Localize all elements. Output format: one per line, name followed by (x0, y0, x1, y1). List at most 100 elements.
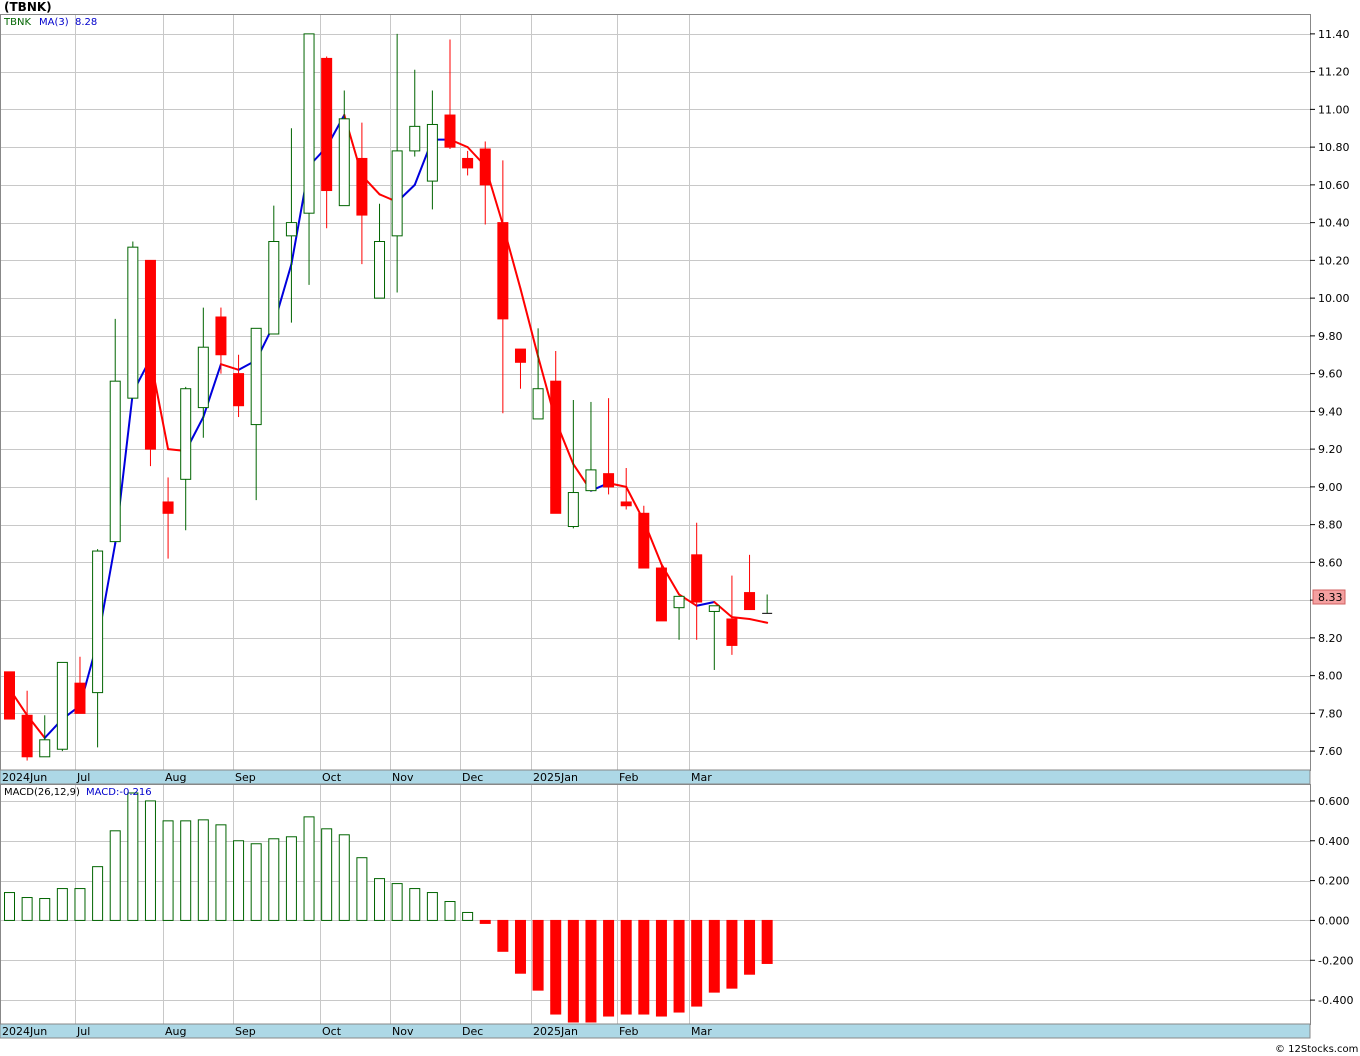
y-tick-label: 7.60 (1318, 745, 1343, 758)
macd-month-axis (0, 1023, 1311, 1039)
macd-bar (92, 866, 104, 921)
month-label: Jul (76, 1025, 90, 1038)
candle-body (426, 123, 438, 182)
candle (462, 150, 474, 176)
candle (144, 259, 156, 467)
candle-body (215, 316, 227, 356)
legend-ticker: TBNK (3, 17, 31, 28)
candle-body (56, 661, 68, 750)
candle (603, 398, 615, 495)
month-label: 2024Jun (2, 771, 47, 784)
candle (726, 575, 738, 655)
y-tick-label: 11.40 (1318, 28, 1350, 41)
macd-bar (761, 919, 773, 964)
macd-bar (550, 919, 562, 1015)
macd-bar (56, 888, 68, 921)
macd-tick-label: 0.400 (1318, 835, 1350, 848)
ma-segment (748, 618, 769, 624)
macd-bar (462, 911, 474, 921)
candle-body (39, 739, 51, 758)
y-tick-label: 10.00 (1318, 292, 1350, 305)
month-label: Dec (462, 771, 483, 784)
candle-body (127, 246, 139, 399)
macd-bar (39, 898, 51, 921)
y-tick-label: 8.60 (1318, 556, 1343, 569)
macd-bar (585, 919, 597, 1023)
candle (426, 90, 438, 210)
macd-bar (514, 919, 526, 974)
candle-body (673, 595, 685, 609)
macd-bar (356, 857, 368, 921)
candle (479, 141, 491, 225)
macd-bar (127, 792, 139, 921)
y-tick-label: 8.00 (1318, 670, 1343, 683)
candle-body (285, 222, 297, 237)
macd-tick-label: 0.200 (1318, 875, 1350, 888)
candle-body (303, 33, 315, 214)
candle (39, 715, 51, 758)
month-label: Mar (691, 1025, 712, 1038)
candle (92, 549, 104, 748)
candle-body (479, 148, 491, 186)
macd-bar (744, 919, 756, 975)
candle-body (321, 57, 333, 192)
candle-body (444, 114, 456, 148)
candle-body (532, 388, 544, 420)
candle (338, 90, 350, 207)
candle (180, 386, 192, 531)
macd-bar (74, 888, 86, 921)
ma-segment (219, 363, 240, 371)
price-month-axis (0, 769, 1311, 785)
macd-bar (338, 834, 350, 921)
month-label: Jul (76, 771, 90, 784)
footer-credit: © 12Stocks.com (1275, 1044, 1358, 1055)
candle (744, 554, 756, 611)
y-tick-label: 11.00 (1318, 103, 1350, 116)
macd-bar (603, 919, 615, 1017)
y-tick-label: 10.60 (1318, 179, 1350, 192)
candle-body (268, 241, 280, 335)
macd-bar (233, 840, 245, 921)
ma-segment (695, 601, 716, 607)
candle (567, 400, 579, 529)
macd-tick-label: 0.000 (1318, 914, 1350, 927)
y-tick-label: 11.20 (1318, 66, 1350, 79)
candle (585, 401, 597, 492)
candle (497, 160, 509, 414)
candle (56, 661, 68, 752)
y-tick-label: 9.00 (1318, 481, 1343, 494)
macd-bar (497, 919, 509, 952)
candle-body (233, 373, 245, 407)
macd-layer (4, 792, 773, 1023)
macd-bar (567, 919, 579, 1023)
candle-body (585, 469, 597, 492)
macd-bar (268, 838, 280, 921)
macd-bar (180, 820, 192, 921)
macd-bar (691, 919, 703, 1007)
candle-body (514, 348, 526, 363)
y-tick-label: 9.60 (1318, 368, 1343, 381)
candle-body (462, 157, 474, 169)
month-label: Sep (235, 771, 256, 784)
candle (356, 122, 368, 265)
candle-body (197, 346, 209, 409)
month-label: Nov (392, 1025, 414, 1038)
candle (285, 128, 297, 323)
candle-body (409, 125, 421, 152)
month-label: Nov (392, 771, 414, 784)
candle-body (250, 327, 262, 426)
candle-body (638, 512, 650, 569)
candle (197, 307, 209, 438)
macd-bar (532, 919, 544, 991)
macd-tick-label: -0.200 (1318, 954, 1353, 967)
y-tick-label: 9.40 (1318, 405, 1343, 418)
macd-bar (444, 901, 456, 921)
macd-bar (21, 897, 33, 921)
candle-body (338, 118, 350, 207)
ma-segment (202, 363, 222, 419)
candle-body (726, 618, 738, 646)
candle (321, 56, 333, 229)
candle (655, 564, 667, 622)
ma-segment (713, 601, 733, 619)
